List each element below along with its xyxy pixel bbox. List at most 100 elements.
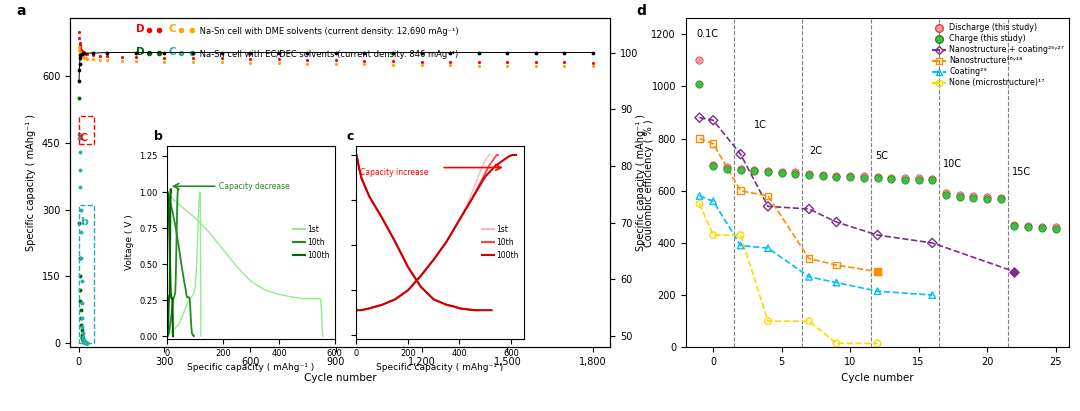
- Point: [75, 330, 92, 336]
- Point: [98, 49, 116, 56]
- Point: [72, 52, 90, 59]
- Point: [718, 165, 735, 172]
- Point: [71, 273, 89, 279]
- Point: [71, 52, 89, 59]
- X-axis label: Specific capacity ( mAhg⁻¹ ): Specific capacity ( mAhg⁻¹ ): [377, 363, 503, 372]
- Point: [156, 58, 173, 65]
- Point: [185, 59, 202, 65]
- Text: Na-Sn cell with DME solvents (current density: 12,690 mAg⁻¹): Na-Sn cell with DME solvents (current de…: [197, 27, 459, 36]
- Point: [78, 339, 95, 346]
- Point: [70, 44, 87, 51]
- Point: [71, 286, 89, 293]
- Point: [413, 62, 430, 69]
- Point: [704, 232, 721, 238]
- Point: [704, 117, 721, 124]
- Point: [72, 315, 90, 322]
- Point: [384, 58, 402, 65]
- Text: 0.1C: 0.1C: [697, 29, 719, 39]
- Point: [584, 49, 602, 56]
- Point: [868, 288, 886, 294]
- Text: C: C: [168, 47, 177, 57]
- Point: [299, 60, 316, 67]
- Point: [1005, 223, 1023, 229]
- Text: 2C: 2C: [809, 146, 822, 156]
- X-axis label: Cycle number: Cycle number: [303, 373, 377, 383]
- Point: [691, 81, 708, 87]
- Point: [732, 242, 750, 249]
- Point: [556, 63, 573, 69]
- Point: [73, 277, 91, 284]
- Point: [327, 49, 345, 56]
- Point: [841, 174, 859, 181]
- Point: [355, 49, 373, 56]
- Point: [978, 194, 996, 201]
- Point: [73, 324, 91, 330]
- Point: [71, 51, 89, 57]
- Point: [868, 268, 886, 275]
- Point: [964, 194, 982, 201]
- Point: [70, 47, 87, 54]
- Point: [76, 339, 93, 345]
- Point: [77, 339, 94, 346]
- Point: [937, 192, 955, 198]
- Point: [868, 174, 886, 180]
- Point: [759, 203, 777, 210]
- Point: [73, 335, 91, 342]
- Point: [127, 49, 145, 56]
- Text: C: C: [168, 24, 177, 34]
- Point: [73, 51, 91, 57]
- Point: [470, 49, 487, 56]
- Y-axis label: Voltage ( V ): Voltage ( V ): [124, 215, 134, 270]
- Point: [584, 60, 602, 66]
- Text: 5C: 5C: [875, 151, 888, 162]
- Point: [759, 318, 777, 325]
- Point: [470, 59, 487, 65]
- Point: [800, 318, 818, 325]
- Point: [213, 55, 230, 62]
- Point: [786, 171, 804, 177]
- Point: [499, 62, 516, 69]
- Point: [71, 135, 89, 142]
- Point: [299, 57, 316, 63]
- Point: [270, 60, 287, 67]
- Point: [71, 48, 89, 55]
- Point: [77, 339, 94, 346]
- Point: [98, 53, 116, 60]
- Point: [993, 195, 1010, 201]
- Point: [76, 338, 93, 345]
- Point: [704, 162, 721, 168]
- Point: [759, 193, 777, 199]
- Point: [72, 46, 90, 52]
- Point: [70, 135, 87, 142]
- Point: [71, 55, 89, 62]
- Point: [951, 194, 969, 200]
- Point: [413, 58, 430, 65]
- Point: [413, 49, 430, 56]
- Point: [527, 49, 544, 56]
- Point: [76, 50, 93, 56]
- Text: b: b: [80, 217, 87, 227]
- Point: [704, 141, 721, 147]
- Point: [800, 274, 818, 280]
- Point: [76, 50, 93, 56]
- Point: [72, 47, 90, 54]
- Point: [71, 166, 89, 173]
- Y-axis label: Coulombic efficiency ( % ): Coulombic efficiency ( % ): [644, 119, 653, 247]
- Point: [78, 51, 95, 57]
- Point: [70, 66, 87, 73]
- Point: [841, 173, 859, 179]
- Point: [470, 62, 487, 69]
- Point: [704, 198, 721, 204]
- Point: [72, 306, 90, 313]
- Point: [827, 173, 845, 180]
- Point: [75, 337, 92, 344]
- Point: [113, 58, 131, 64]
- Point: [800, 255, 818, 262]
- Point: [855, 173, 873, 180]
- Point: [1034, 225, 1051, 231]
- Point: [75, 54, 92, 60]
- Point: [70, 78, 87, 84]
- Point: [73, 332, 91, 338]
- Point: [827, 262, 845, 268]
- Bar: [79, 205, 94, 343]
